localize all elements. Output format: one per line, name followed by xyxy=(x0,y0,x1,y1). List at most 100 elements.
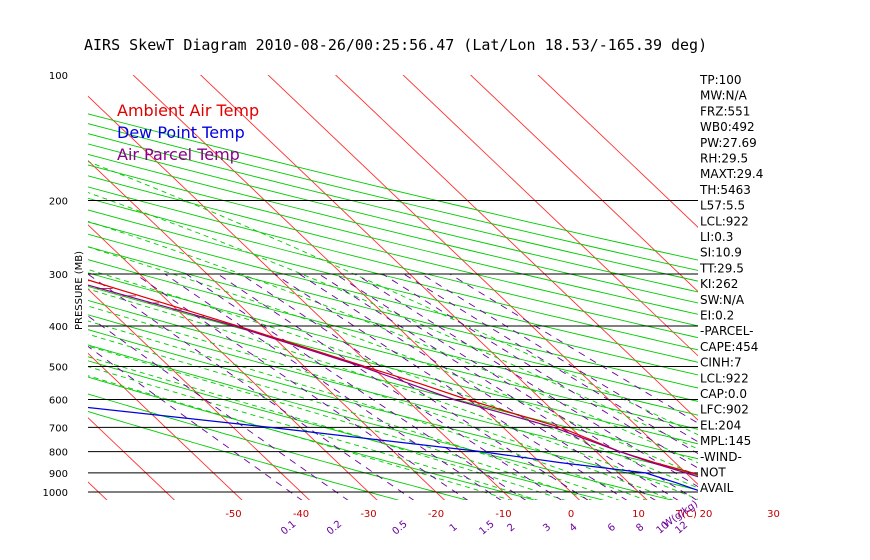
index-item: -WIND- xyxy=(700,450,742,464)
bottom-temp-label: -20 xyxy=(428,509,444,520)
index-item: L57:5.5 xyxy=(700,199,745,213)
dry-adiabat-line xyxy=(88,329,698,491)
dry-adiabat-line xyxy=(88,209,698,363)
isotherm-line xyxy=(402,75,698,357)
index-item: SI:10.9 xyxy=(700,246,742,260)
bottom-temp-label: -50 xyxy=(225,509,241,520)
dry-adiabat-line xyxy=(88,344,674,500)
bottom-temp-label: -10 xyxy=(495,509,511,520)
isotherm-line xyxy=(267,75,698,486)
mixing-ratio-line xyxy=(334,273,698,500)
mixing-ratio-line xyxy=(186,273,527,500)
index-item: NOT xyxy=(700,466,726,480)
index-item: EI:0.2 xyxy=(700,309,734,323)
index-item: LCL:922 xyxy=(700,371,749,385)
pressure-label-1000: 1000 xyxy=(43,488,68,499)
isotherm-line xyxy=(469,75,698,293)
dry-adiabat-line xyxy=(88,259,698,416)
index-item: -PARCEL- xyxy=(700,324,754,338)
dry-adiabat-line xyxy=(88,299,698,460)
mixing-ratio-line xyxy=(403,273,698,455)
profiles xyxy=(88,279,698,492)
legend: Ambient Air Temp Dew Point Temp Air Parc… xyxy=(117,101,259,164)
pressure-label-300: 300 xyxy=(49,270,68,281)
dry-adiabat-line xyxy=(88,197,698,351)
bottom-temp-label: 20 xyxy=(700,509,713,520)
index-item: LCL:922 xyxy=(700,214,749,228)
dry-adiabat-line xyxy=(88,113,698,261)
cape-shading xyxy=(88,280,698,477)
mixing-ratio-label: 0.5 xyxy=(390,519,409,538)
profile-dew-point-temp xyxy=(88,406,698,492)
dry-adiabat-line xyxy=(88,153,698,304)
dry-adiabat-line xyxy=(88,164,698,315)
pressure-label-800: 800 xyxy=(49,448,68,459)
dry-adiabat-line xyxy=(88,133,698,282)
mixing-ratio-label: 1.5 xyxy=(477,519,496,538)
moist-adiabat-line xyxy=(88,375,512,500)
pressure-label-500: 500 xyxy=(49,362,68,373)
isotherm-line xyxy=(132,75,581,500)
mixing-ratio-line xyxy=(449,273,698,424)
mixing-ratio-label: 4 xyxy=(568,522,580,535)
mixing-ratio-line xyxy=(88,345,303,500)
isotherm-line xyxy=(537,75,698,228)
dry-adiabat-line xyxy=(88,360,605,500)
pressure-label-400: 400 xyxy=(49,322,68,333)
isotherm-line xyxy=(88,352,243,500)
dry-adiabat-line xyxy=(88,285,698,445)
dry-adiabat-line xyxy=(88,143,698,293)
index-item: CAP:0.0 xyxy=(700,387,747,401)
mixing-ratio-line xyxy=(164,273,502,500)
mixing-ratio-label: 1 xyxy=(448,522,460,535)
index-item: WB0:492 xyxy=(700,120,755,134)
dry-adiabat-line xyxy=(88,123,698,271)
mixing-ratio-line xyxy=(421,273,698,443)
dry-adiabat-line xyxy=(88,233,698,389)
moist-adiabat-line xyxy=(88,220,698,464)
bottom-temp-label: 30 xyxy=(767,509,780,520)
profile-air-parcel-temp xyxy=(88,284,698,478)
index-item: TP:100 xyxy=(699,73,742,87)
dry-adiabat-line xyxy=(88,246,698,402)
moist-adiabat-line xyxy=(88,345,593,500)
isotherm-line xyxy=(88,481,108,500)
isotherm-line xyxy=(88,224,378,500)
index-item: MW:N/A xyxy=(700,89,748,103)
index-item: SW:N/A xyxy=(700,293,745,307)
mixing-ratio-label: 8 xyxy=(634,522,646,535)
index-item: RH:29.5 xyxy=(700,152,748,166)
profile-ambient-air-temp xyxy=(88,279,698,476)
index-item: KI:262 xyxy=(700,277,738,291)
index-item: MPL:145 xyxy=(700,434,751,448)
mixing-ratio-line xyxy=(217,273,563,500)
mixing-ratio-line xyxy=(382,273,698,469)
index-item: TH:5463 xyxy=(699,183,751,197)
moist-adiabat-line xyxy=(88,268,698,489)
index-item: EL:204 xyxy=(700,418,741,432)
dry-adiabat-line xyxy=(88,272,698,430)
pressure-label-700: 700 xyxy=(49,423,68,434)
mixing-ratio-line xyxy=(274,273,628,500)
mixing-ratio-label: 2 xyxy=(505,522,517,535)
index-item: LFC:902 xyxy=(700,403,749,417)
mixing-ratio-line xyxy=(88,315,349,500)
dry-adiabat-line xyxy=(88,221,698,376)
isotherm-line xyxy=(88,417,176,500)
bottom-temp-label: -30 xyxy=(360,509,376,520)
isotherm-line xyxy=(334,75,698,421)
mixing-ratio-line xyxy=(355,273,698,488)
bottom-temp-label: 0 xyxy=(568,509,574,520)
isobars: 100 200 300 400 500 600 700 800 900 1000 xyxy=(43,71,698,499)
dry-adiabat-line xyxy=(88,411,400,500)
chart-title: AIRS SkewT Diagram 2010-08-26/00:25:56.4… xyxy=(84,36,707,54)
bottom-axis-unit-label: T(C) xyxy=(675,509,697,520)
moist-adiabat-line xyxy=(88,288,698,500)
mixing-ratio-line xyxy=(298,273,656,500)
mixing-ratio-label: 3 xyxy=(541,522,553,535)
moist-adiabat-line xyxy=(88,320,647,500)
pressure-label-600: 600 xyxy=(49,395,68,406)
pressure-label-900: 900 xyxy=(49,469,68,480)
index-item: FRZ:551 xyxy=(700,104,750,118)
